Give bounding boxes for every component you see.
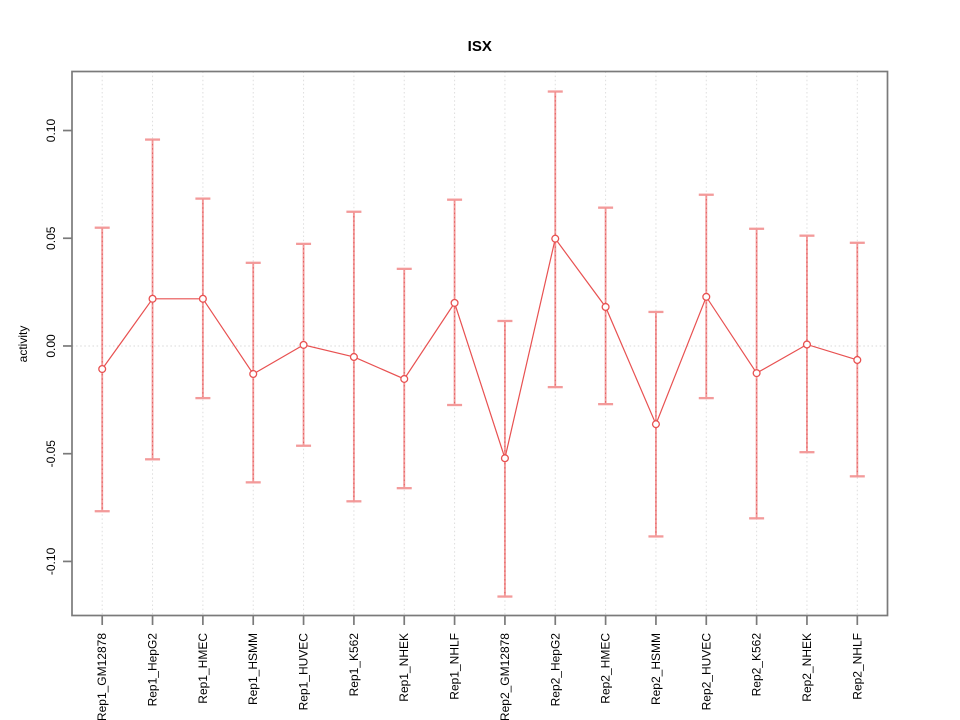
x-tick-label: Rep1_HUVEC [297, 633, 311, 711]
data-point [450, 298, 459, 307]
x-tick-label: Rep2_K562 [750, 633, 764, 697]
x-tick-label: Rep2_HUVEC [699, 633, 713, 711]
series-line [101, 237, 858, 461]
y-tick-label: 0.10 [44, 119, 58, 143]
x-tick-label: Rep1_NHLF [448, 633, 462, 700]
y-tick-label: -0.10 [44, 547, 58, 575]
x-tick-label: Rep1_HSMM [246, 633, 260, 705]
x-tick-label: Rep2_GM12878 [498, 633, 512, 720]
x-axis: Rep1_GM12878 Rep1_HepG2 Rep1_HMEC Rep1_HSMM… [95, 615, 864, 720]
data-point [601, 302, 610, 312]
data-point [752, 369, 761, 378]
x-tick-label: Rep1_GM12878 [95, 633, 109, 720]
data-point [702, 292, 711, 301]
data-point [349, 352, 358, 362]
data-point [853, 355, 862, 365]
data-point [299, 340, 308, 349]
data-points [98, 234, 862, 463]
y-axis-label: activity [16, 326, 30, 363]
data-point [400, 374, 409, 383]
data-point [500, 454, 509, 463]
x-tick-label: Rep2_HepG2 [548, 633, 562, 707]
data-point [802, 340, 812, 349]
data-point [551, 234, 560, 243]
x-tick-label: Rep1_HepG2 [146, 633, 160, 707]
plot-frame [71, 70, 889, 617]
chart-title: ISX [468, 38, 492, 55]
y-tick-label: 0.00 [44, 334, 58, 358]
y-tick-label: 0.05 [44, 226, 58, 250]
x-tick-label: Rep2_NHLF [850, 633, 864, 700]
x-tick-label: Rep1_K562 [347, 633, 361, 697]
data-point [98, 364, 107, 374]
data-point [249, 369, 258, 379]
x-tick-label: Rep2_HSMM [649, 633, 663, 705]
x-tick-label: Rep2_HMEC [599, 633, 613, 704]
x-tick-label: Rep1_HMEC [196, 633, 210, 704]
x-tick-label: Rep1_NHEK [397, 633, 411, 702]
data-point [148, 294, 157, 303]
x-tick-label: Rep2_NHEK [800, 633, 814, 702]
data-point [651, 420, 660, 429]
data-point [198, 294, 207, 303]
y-axis: -0.10 -0.05 0.00 0.05 0.10 [44, 119, 72, 575]
y-tick-label: -0.05 [44, 440, 58, 468]
